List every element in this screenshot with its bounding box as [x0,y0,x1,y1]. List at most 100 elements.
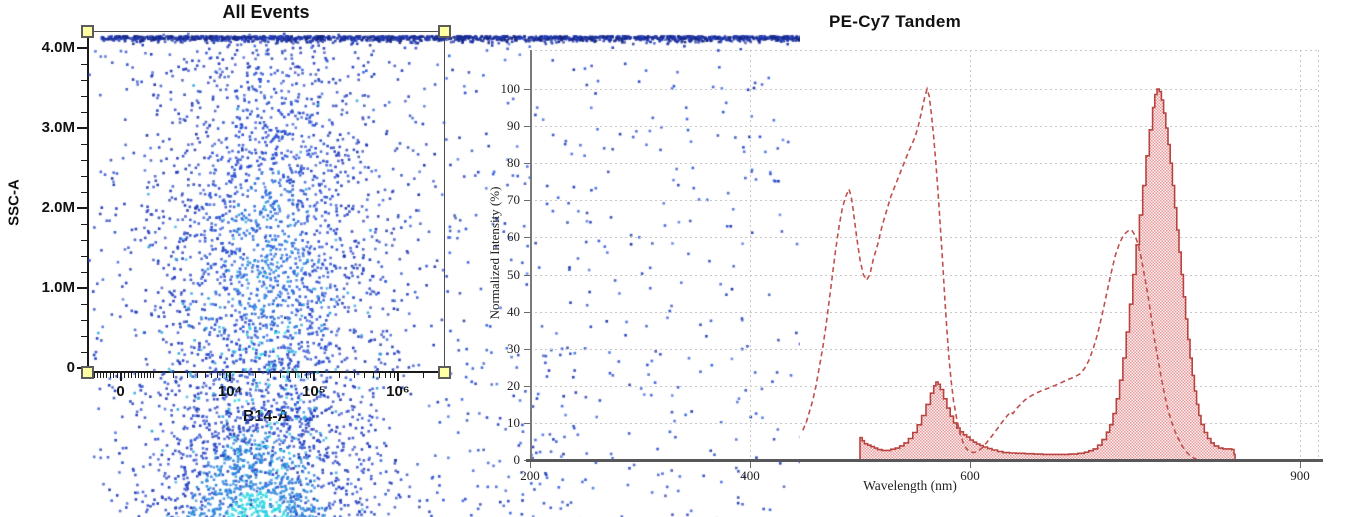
x-minor-tick [150,373,152,378]
y-tick [524,163,530,165]
x-major-tick [228,373,231,381]
x-minor-tick [113,373,115,378]
x-major-tick [312,373,315,381]
gate-handle-top-left[interactable] [81,25,94,38]
left-y-axis-label: SSC-A [5,179,23,226]
x-tick-label: 10⁴ [217,383,242,400]
y-tick [524,126,530,128]
y-tick-label: 0 [66,359,75,376]
y-minor-tick [81,320,87,321]
y-tick-label: 70 [507,192,520,208]
x-minor-tick [173,373,175,378]
x-minor-tick [226,373,228,378]
x-minor-tick [295,373,297,378]
gate-handle-top-right[interactable] [438,25,451,38]
x-minor-tick [255,373,257,378]
y-tick-label: 3.0M [41,119,75,136]
y-tick-label: 0 [513,452,521,467]
x-minor-tick [131,373,133,378]
x-minor-tick [141,373,143,378]
y-tick-label: 1.0M [41,279,75,296]
left-chart-title: All Events [222,2,310,22]
excitation-dashed-line [802,86,1199,461]
y-tick-label: 10 [507,414,520,430]
y-tick-label: 30 [507,340,520,356]
x-minor-tick [310,373,312,378]
h-gridline [530,126,1318,128]
x-minor-tick [217,373,218,378]
x-minor-tick [144,373,146,378]
y-major-tick [77,127,87,129]
x-minor-tick [372,373,374,378]
y-minor-tick [81,192,87,193]
x-minor-tick [127,373,129,378]
x-minor-tick [339,373,341,378]
y-minor-tick [81,224,87,225]
x-minor-tick [116,373,118,378]
y-minor-tick [81,304,87,305]
h-gridline [530,311,1318,313]
x-minor-tick [353,373,355,378]
x-tick [1300,462,1301,468]
y-minor-tick [81,176,87,177]
x-minor-tick [204,373,206,378]
h-gridline [530,385,1318,387]
y-tick [524,422,530,424]
x-minor-tick [394,373,396,378]
x-tick [970,462,971,468]
y-minor-tick [81,160,87,161]
x-minor-tick [384,373,386,378]
emission-area [860,89,1236,460]
x-tick-label: 200 [520,468,540,483]
x-minor-tick [280,373,282,378]
y-tick-label: 90 [507,118,520,134]
spectra-curves [802,86,1236,461]
x-major-tick [119,373,122,381]
x-minor-tick [379,373,381,378]
x-minor-tick [138,373,140,378]
gate-handle-bottom-left[interactable] [81,366,94,379]
x-minor-tick [221,373,223,378]
x-tick-label: 10⁶ [386,383,410,400]
x-tick-label: 0 [116,383,125,400]
y-tick [524,274,530,276]
y-tick-label: 50 [507,266,520,282]
gate-handle-bottom-right[interactable] [438,366,451,379]
y-minor-tick [81,144,87,145]
x-minor-tick [186,373,188,378]
right-x-axis-line [526,459,1323,462]
y-tick-label: 2.0M [41,199,75,216]
x-minor-tick [124,373,126,378]
y-tick [524,385,530,387]
h-gridline [530,274,1318,276]
emission-outline [859,88,1236,460]
x-minor-tick [106,373,108,378]
x-minor-tick [102,373,104,378]
y-tick-label: 100 [500,81,521,96]
plot-top-border [530,50,1318,51]
x-minor-tick [364,373,366,378]
y-tick-label: 4.0M [41,39,75,56]
x-minor-tick [389,373,391,378]
x-minor-tick [99,373,101,378]
x-tick-label: 400 [740,468,760,483]
x-minor-tick [211,373,213,378]
y-minor-tick [81,240,87,241]
y-tick [524,311,530,313]
y-minor-tick [81,352,87,353]
h-gridline [530,237,1318,239]
v-gridline [750,50,751,460]
y-minor-tick [81,272,87,273]
right-chart-title: PE-Cy7 Tandem [828,12,962,31]
y-minor-tick [81,80,87,81]
h-gridline [530,163,1318,165]
right-y-axis-line [530,50,532,462]
x-tick-label: 900 [1290,468,1310,483]
y-minor-tick [81,112,87,113]
plot-right-border [1318,50,1319,460]
x-minor-tick [288,373,290,378]
right-x-axis-label: Wavelength (nm) [863,478,957,493]
y-tick [524,237,530,239]
x-minor-tick [423,373,425,378]
